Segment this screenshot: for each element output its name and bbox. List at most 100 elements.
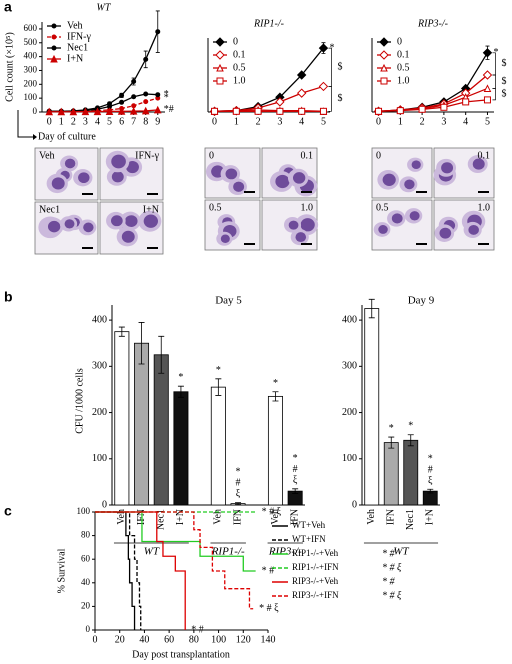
nucleus — [125, 160, 139, 174]
x-tick-label: Nec1 — [405, 509, 416, 530]
legend-label: RIP3-/-+Veh — [292, 576, 339, 586]
x-tick-label: 20 — [115, 634, 125, 645]
nucleus — [111, 154, 126, 169]
nucleus — [441, 162, 454, 174]
x-tick-label: Nec1 — [156, 509, 167, 530]
bar-note: *#ξ — [233, 467, 244, 500]
legend-label: I+N — [67, 53, 83, 64]
marker — [462, 98, 470, 106]
marker — [131, 94, 137, 100]
x-tick-label: 0 — [376, 116, 381, 127]
marker — [396, 107, 404, 115]
y-axis-label: Cell count (×10⁵) — [4, 32, 15, 102]
marker — [232, 107, 240, 115]
micrograph-label: IFN-γ — [135, 150, 159, 161]
marker — [418, 105, 426, 113]
marker — [375, 107, 383, 115]
y-tick-label: 0 — [33, 106, 38, 116]
nucleus — [404, 179, 415, 190]
series-line — [95, 511, 186, 630]
nucleus — [411, 160, 421, 170]
series-note: * # ξ — [262, 506, 282, 517]
marker — [155, 29, 161, 35]
y-tick-label: 0 — [86, 624, 91, 634]
error-bar — [388, 436, 395, 449]
x-axis-label: Day of culture — [38, 131, 96, 142]
marker — [380, 63, 388, 72]
bar — [383, 442, 399, 506]
bar-note: * — [213, 365, 224, 376]
series-line — [49, 109, 158, 113]
nucleus — [233, 181, 245, 192]
marker — [482, 70, 493, 80]
marker — [483, 96, 491, 104]
marker — [296, 88, 307, 98]
error-bar — [158, 335, 165, 374]
marker — [57, 107, 66, 116]
marker — [153, 105, 162, 114]
error-bar — [138, 322, 145, 365]
nucleus — [378, 225, 388, 234]
group-label: WT — [393, 546, 409, 558]
marker — [143, 56, 149, 62]
micrograph-label: Veh — [39, 150, 55, 161]
series-note: * — [164, 92, 169, 103]
marker — [275, 97, 285, 107]
legend-label: IFN-γ — [67, 31, 91, 42]
nucleus — [292, 172, 306, 184]
chart-title: Day 5 — [215, 295, 242, 307]
marker — [318, 81, 329, 92]
brace — [328, 47, 332, 87]
marker — [319, 107, 327, 115]
error-bar — [272, 391, 279, 402]
x-tick-label: 8 — [143, 116, 148, 127]
marker — [380, 77, 388, 85]
legend-note: * # ξ — [382, 562, 402, 573]
x-tick-label: IFN — [289, 509, 300, 525]
legend-label: 1.0 — [397, 75, 410, 86]
legend-label: Nec1 — [67, 42, 88, 53]
series-note: * # ξ — [259, 603, 279, 614]
nucleus — [111, 171, 124, 183]
series-note: $ — [337, 62, 342, 73]
legend-note: * # — [382, 548, 396, 559]
series-note: *# — [164, 104, 174, 115]
nucleus — [220, 234, 230, 243]
x-tick-label: 3 — [441, 116, 446, 127]
bar-note: *#ξ — [425, 453, 436, 486]
marker — [143, 91, 149, 97]
marker — [119, 92, 125, 98]
x-tick-label: 1 — [234, 116, 239, 127]
legend-label: WT+Veh — [292, 520, 326, 530]
bar — [114, 331, 130, 506]
x-tick-label: 5 — [485, 116, 490, 127]
legend-label: RIP1-/-+IFN — [292, 562, 339, 572]
marker — [215, 50, 225, 60]
marker — [141, 106, 150, 115]
y-tick-label: 600 — [24, 23, 38, 33]
marker — [81, 107, 90, 116]
micrograph-label: 0.5 — [376, 202, 389, 213]
chart-title: RIP3-/- — [417, 18, 448, 29]
micrograph-label: 1.0 — [478, 202, 491, 213]
series-line — [95, 511, 254, 610]
x-tick-label: 1 — [59, 116, 64, 127]
x-tick-label: IFN — [232, 509, 243, 525]
marker — [129, 107, 138, 115]
bar-note: * — [386, 423, 397, 434]
series-note: * — [329, 42, 334, 53]
brace — [492, 88, 496, 101]
nucleus — [64, 219, 75, 229]
series-line — [49, 31, 159, 112]
x-tick-label: 4 — [463, 116, 468, 127]
x-tick-label: 3 — [277, 116, 282, 127]
bar-note: * — [405, 421, 416, 432]
legend-label: 0.1 — [233, 49, 246, 60]
marker — [105, 107, 114, 115]
x-tick-label: I+N — [175, 509, 186, 525]
y-tick-label: 60 — [81, 553, 91, 563]
nucleus — [51, 177, 65, 190]
nucleus — [275, 174, 290, 189]
bar — [153, 354, 169, 506]
micrograph-label: 0 — [376, 150, 381, 161]
